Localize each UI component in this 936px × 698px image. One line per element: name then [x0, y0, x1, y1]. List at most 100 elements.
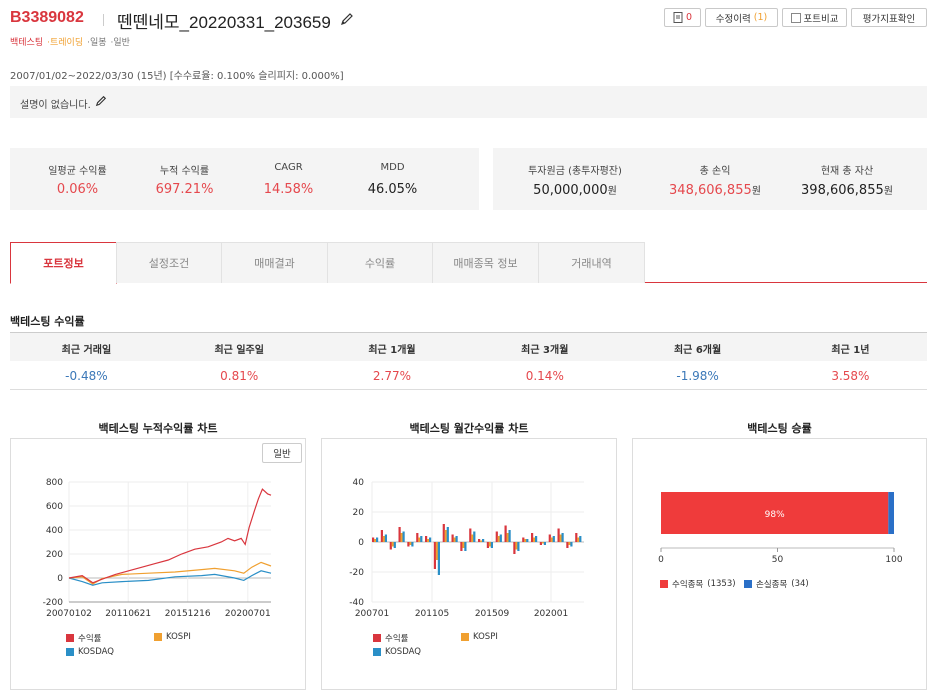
returns-header-cell: 최근 일주일 — [214, 345, 264, 356]
returns-section-title: 백테스팅 수익률 — [10, 315, 85, 328]
bar-수익률 — [433, 542, 436, 569]
bar-수익률 — [557, 528, 560, 542]
compare-checkbox[interactable] — [790, 12, 801, 23]
tab-portfolio-info[interactable]: 포트정보 — [10, 242, 117, 284]
bar-KOSDAQ — [499, 534, 502, 542]
tab-returns[interactable]: 수익률 — [327, 242, 433, 283]
bar-수익률 — [460, 542, 463, 551]
bar-수익률 — [389, 542, 392, 550]
legend-label: KOSDAQ — [385, 647, 421, 657]
bar-KOSPI — [462, 542, 465, 548]
returns-header-cell: 최근 1년 — [831, 345, 870, 356]
document-icon — [673, 12, 683, 23]
tab-trade-results[interactable]: 매매결과 — [221, 242, 328, 283]
comment-count-button[interactable]: 0 — [664, 8, 701, 27]
legend-item[interactable]: 수익종목 (1353) — [660, 578, 736, 590]
x-tick-label: 202001 — [534, 609, 568, 619]
returns-header-cell: 최근 1개월 — [368, 345, 416, 356]
legend-swatch — [461, 633, 469, 641]
returns-value-cell: 3.58% — [831, 369, 870, 383]
pencil-icon[interactable] — [95, 95, 107, 107]
legend-label: KOSPI — [166, 632, 191, 642]
y-tick-label: 20 — [353, 508, 365, 518]
legend-label: 수익률 — [78, 634, 102, 644]
bar-수익률 — [548, 534, 551, 542]
bar-KOSDAQ — [508, 530, 511, 542]
legend-label: 수익률 — [385, 634, 409, 644]
legend-label: 수익종목 — [672, 580, 704, 590]
x-tick-label: 201105 — [415, 609, 449, 619]
bar-KOSPI — [568, 542, 571, 545]
stat-label: 일평균 수익률 — [48, 166, 107, 177]
bar-KOSPI — [435, 542, 438, 560]
legend-swatch — [66, 648, 74, 656]
tab-stock-info[interactable]: 매매종목 정보 — [432, 242, 539, 283]
portfolio-compare-label: 포트비교 — [803, 13, 839, 25]
legend-item[interactable]: KOSDAQ — [373, 647, 421, 657]
edit-history-button[interactable]: 수정이력 (1) — [705, 8, 778, 27]
stat-unit: 원 — [751, 186, 761, 197]
legend-swatch — [66, 634, 74, 642]
tag-trading: ·트레이딩 — [47, 38, 84, 48]
bar-수익률 — [575, 533, 578, 542]
bar-수익률 — [513, 542, 516, 554]
bar-KOSDAQ — [482, 539, 485, 542]
legend-item[interactable]: KOSPI — [154, 632, 191, 642]
bar-KOSDAQ — [490, 542, 493, 548]
asset-stats-panel: 투자원금 (총투자평잔) 50,000,000원 총 손익 348,606,85… — [493, 148, 927, 210]
winrate-chart: 98% 0 50 100 — [658, 492, 903, 565]
stat-cagr: CAGR 14.58% — [236, 148, 341, 210]
tab-trade-history[interactable]: 거래내역 — [538, 242, 645, 283]
x-tick-label: 20200701 — [225, 609, 271, 619]
stat-label: 누적 수익률 — [159, 166, 210, 177]
pencil-icon[interactable] — [340, 12, 354, 26]
legend-label: 손실종목 — [756, 580, 788, 590]
winrate-bar-수익종목 — [661, 492, 889, 534]
portfolio-code: B3389082 — [10, 9, 84, 26]
stat-value: 697.21% — [155, 182, 214, 197]
stat-label: 현재 총 자산 — [820, 166, 874, 177]
bar-KOSDAQ — [446, 527, 449, 542]
cumulative-chart: -200 0 200 400 600 800 20070102 20110621 2015121… — [43, 478, 272, 619]
legend-label: KOSDAQ — [78, 647, 114, 657]
stat-value: 348,606,855원 — [645, 182, 785, 198]
stat-number: 398,606,855 — [801, 183, 884, 198]
chart-mode-button[interactable]: 일반 — [262, 443, 302, 463]
bar-KOSPI — [427, 539, 430, 542]
returns-header-cell: 최근 6개월 — [673, 345, 722, 356]
bar-KOSPI — [559, 534, 562, 542]
bar-수익률 — [566, 542, 569, 548]
legend-item[interactable]: KOSPI — [461, 632, 498, 642]
bar-KOSPI — [541, 542, 544, 544]
y-tick-label: 600 — [46, 502, 63, 512]
legend-item[interactable]: 수익률 — [66, 632, 101, 644]
stat-total-pnl: 총 손익 348,606,855원 — [645, 148, 785, 210]
legend-swatch — [744, 580, 752, 588]
bar-KOSDAQ — [393, 542, 396, 548]
bar-KOSDAQ — [376, 537, 379, 542]
legend-item[interactable]: 손실종목 (34) — [744, 578, 809, 590]
returns-table: 최근 거래일 최근 일주일 최근 1개월 최근 3개월 최근 6개월 최근 1년… — [10, 332, 927, 390]
bar-KOSDAQ — [526, 539, 529, 542]
bar-수익률 — [380, 530, 383, 542]
legend-item[interactable]: KOSDAQ — [66, 647, 114, 657]
stat-value: 14.58% — [263, 182, 314, 197]
description-text: 설명이 없습니다. — [20, 100, 91, 111]
bar-수익률 — [407, 542, 410, 547]
legend-item[interactable]: 수익률 — [373, 632, 408, 644]
series-line-KOSPI — [68, 561, 272, 585]
y-tick-label: 40 — [353, 478, 365, 488]
bar-KOSPI — [391, 542, 394, 547]
stat-number: 50,000,000 — [533, 183, 608, 198]
bar-KOSDAQ — [535, 536, 538, 542]
tab-settings[interactable]: 설정조건 — [116, 242, 222, 283]
returns-value-cell: 0.81% — [220, 369, 259, 383]
bar-KOSPI — [382, 536, 385, 542]
bar-KOSDAQ — [384, 534, 387, 542]
winrate-chart-title: 백테스팅 승률 — [747, 422, 812, 435]
returns-value-cell: 0.14% — [525, 369, 564, 383]
evaluation-metrics-button[interactable]: 평가지표확인 — [851, 8, 927, 27]
portfolio-compare-button[interactable]: 포트비교 — [782, 8, 847, 27]
tag-normal: ·일반 — [110, 38, 130, 48]
bar-KOSDAQ — [570, 542, 573, 547]
